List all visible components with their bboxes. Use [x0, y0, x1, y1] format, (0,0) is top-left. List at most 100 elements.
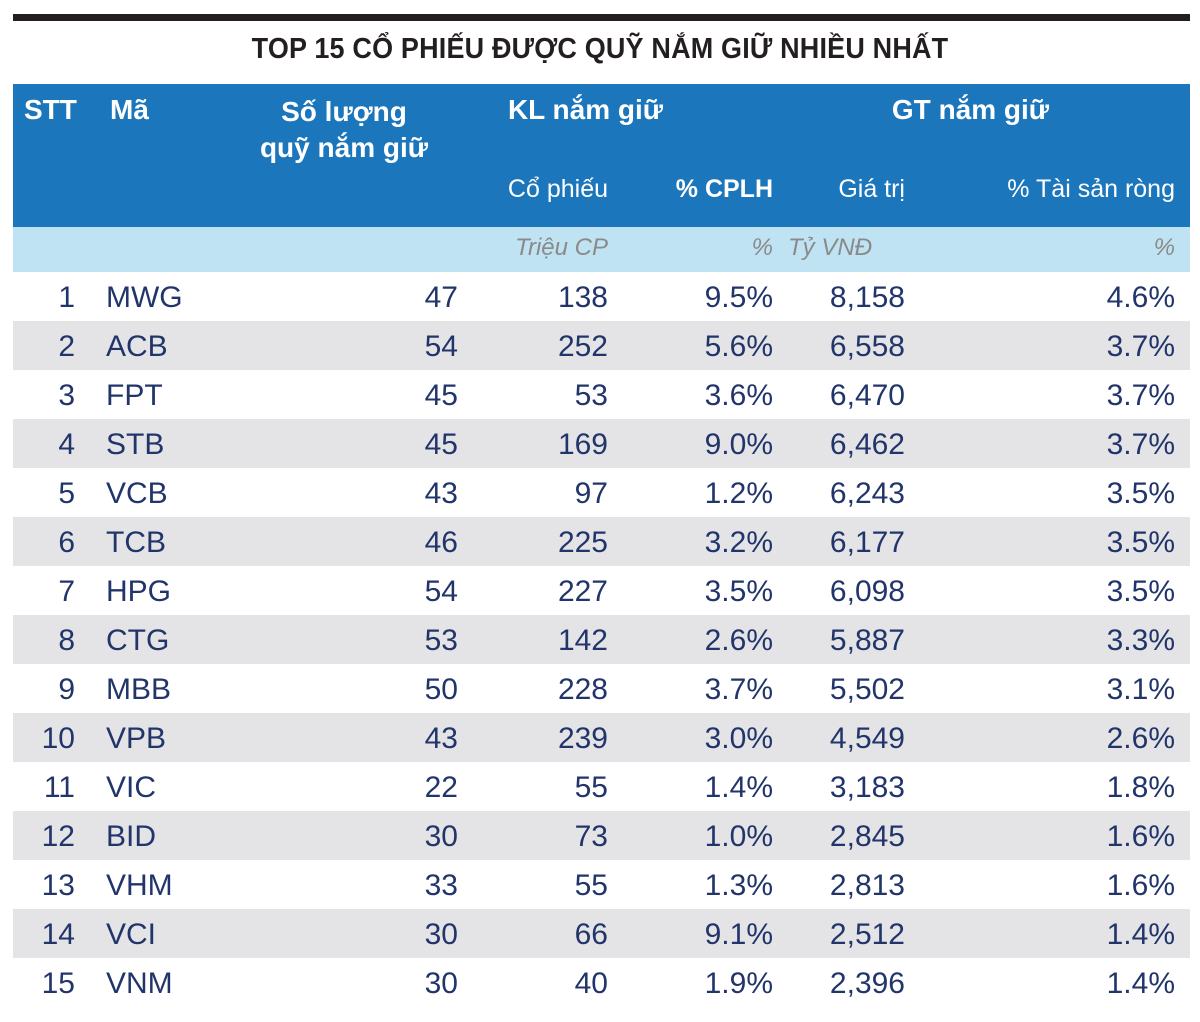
cell-pct-cplh: 9.0% — [704, 428, 773, 461]
cell-ma: HPG — [106, 575, 172, 608]
cell-gia-tri: 6,558 — [829, 330, 905, 363]
table-row[interactable]: 11 VIC 22 55 1.4% 3,183 1.8% — [13, 762, 1190, 811]
cell-so-luong-quy: 50 — [424, 673, 458, 706]
cell-so-luong-quy: 45 — [424, 428, 458, 461]
cell-pct-tai-san-rong: 1.6% — [1106, 869, 1175, 902]
page-title: TOP 15 CỔ PHIẾU ĐƯỢC QUỸ NẮM GIỮ NHIỀU N… — [251, 33, 949, 65]
cell-ma: STB — [106, 428, 165, 461]
cell-pct-cplh: 3.0% — [704, 722, 773, 755]
cell-ma: VCB — [106, 477, 168, 510]
cell-co-phieu: 73 — [574, 820, 608, 853]
cell-pct-cplh: 5.6% — [704, 330, 773, 363]
cell-pct-cplh: 3.5% — [704, 575, 773, 608]
cell-ma: VHM — [106, 869, 173, 902]
cell-co-phieu: 169 — [557, 428, 608, 461]
column-header-pct-tai-san-rong: % Tài sản ròng — [1007, 175, 1175, 203]
unit-co-phieu: Triệu CP — [515, 234, 608, 261]
column-header-so-luong-quy-nam-giu: Số lượng quỹ nắm giữ — [239, 94, 449, 166]
table-row[interactable]: 2 ACB 54 252 5.6% 6,558 3.7% — [13, 321, 1190, 370]
cell-pct-cplh: 3.6% — [704, 379, 773, 412]
table-row[interactable]: 14 VCI 30 66 9.1% 2,512 1.4% — [13, 909, 1190, 958]
column-header-pct-cplh: % CPLH — [675, 175, 773, 203]
cell-co-phieu: 53 — [574, 379, 608, 412]
unit-pct-tai-san-rong: % — [1153, 234, 1175, 261]
cell-stt: 11 — [43, 771, 75, 804]
cell-so-luong-quy: 53 — [424, 624, 458, 657]
unit-gia-tri: Tỷ VNĐ — [788, 234, 872, 261]
table-row[interactable]: 10 VPB 43 239 3.0% 4,549 2.6% — [13, 713, 1190, 762]
cell-pct-tai-san-rong: 4.6% — [1106, 281, 1175, 314]
cell-so-luong-quy: 54 — [424, 330, 458, 363]
cell-pct-tai-san-rong: 2.6% — [1106, 722, 1175, 755]
table-row[interactable]: 15 VNM 30 40 1.9% 2,396 1.4% — [13, 958, 1190, 1007]
table-row[interactable]: 8 CTG 53 142 2.6% 5,887 3.3% — [13, 615, 1190, 664]
cell-so-luong-quy: 30 — [424, 967, 458, 1000]
cell-gia-tri: 3,183 — [829, 771, 905, 804]
cell-stt: 1 — [58, 281, 75, 314]
cell-ma: MWG — [106, 281, 183, 314]
cell-co-phieu: 66 — [574, 918, 608, 951]
table-row[interactable]: 4 STB 45 169 9.0% 6,462 3.7% — [13, 419, 1190, 468]
cell-pct-tai-san-rong: 3.5% — [1106, 526, 1175, 559]
cell-so-luong-quy: 43 — [424, 722, 458, 755]
cell-co-phieu: 252 — [557, 330, 608, 363]
cell-stt: 14 — [41, 918, 75, 951]
cell-co-phieu: 227 — [557, 575, 608, 608]
cell-gia-tri: 8,158 — [829, 281, 905, 314]
cell-so-luong-quy: 33 — [424, 869, 458, 902]
cell-ma: VCI — [106, 918, 157, 951]
cell-ma: TCB — [106, 526, 166, 559]
cell-pct-cplh: 1.3% — [704, 869, 773, 902]
cell-pct-tai-san-rong: 3.1% — [1106, 673, 1175, 706]
table-row[interactable]: 3 FPT 45 53 3.6% 6,470 3.7% — [13, 370, 1190, 419]
cell-stt: 8 — [58, 624, 75, 657]
cell-pct-tai-san-rong: 3.3% — [1106, 624, 1175, 657]
cell-pct-cplh: 9.5% — [704, 281, 773, 314]
table-body: 1 MWG 47 138 9.5% 8,158 4.6% 2 ACB 54 252 5.6% 6,558… — [13, 272, 1190, 1007]
cell-pct-cplh: 3.2% — [704, 526, 773, 559]
cell-gia-tri: 6,177 — [829, 526, 905, 559]
cell-stt: 5 — [58, 477, 75, 510]
column-header-so-luong-line1: Số lượng — [281, 96, 407, 127]
cell-co-phieu: 239 — [557, 722, 608, 755]
table-units-row: Triệu CP % Tỷ VNĐ % — [13, 227, 1190, 272]
cell-so-luong-quy: 47 — [424, 281, 458, 314]
column-header-co-phieu: Cổ phiếu — [507, 175, 608, 203]
table-row[interactable]: 5 VCB 43 97 1.2% 6,243 3.5% — [13, 468, 1190, 517]
cell-gia-tri: 2,813 — [829, 869, 905, 902]
cell-stt: 9 — [58, 673, 75, 706]
cell-stt: 12 — [41, 820, 75, 853]
cell-stt: 10 — [41, 722, 75, 755]
top-divider-rule — [13, 14, 1190, 21]
table-row[interactable]: 6 TCB 46 225 3.2% 6,177 3.5% — [13, 517, 1190, 566]
cell-pct-tai-san-rong: 3.7% — [1106, 330, 1175, 363]
cell-so-luong-quy: 22 — [424, 771, 458, 804]
cell-stt: 7 — [58, 575, 75, 608]
cell-co-phieu: 55 — [574, 771, 608, 804]
table-row[interactable]: 12 BID 30 73 1.0% 2,845 1.6% — [13, 811, 1190, 860]
cell-gia-tri: 4,549 — [829, 722, 905, 755]
cell-co-phieu: 228 — [557, 673, 608, 706]
cell-gia-tri: 5,887 — [829, 624, 905, 657]
cell-pct-cplh: 1.4% — [704, 771, 773, 804]
cell-pct-cplh: 1.2% — [704, 477, 773, 510]
table-header: STT Mã Số lượng quỹ nắm giữ KL nắm giữ G… — [13, 84, 1190, 227]
cell-co-phieu: 40 — [574, 967, 608, 1000]
cell-gia-tri: 6,243 — [829, 477, 905, 510]
table-row[interactable]: 9 MBB 50 228 3.7% 5,502 3.1% — [13, 664, 1190, 713]
cell-gia-tri: 6,470 — [829, 379, 905, 412]
cell-co-phieu: 142 — [557, 624, 608, 657]
cell-stt: 6 — [58, 526, 75, 559]
cell-gia-tri: 2,396 — [829, 967, 905, 1000]
cell-pct-tai-san-rong: 3.7% — [1106, 379, 1175, 412]
cell-stt: 2 — [58, 330, 75, 363]
table-row[interactable]: 13 VHM 33 55 1.3% 2,813 1.6% — [13, 860, 1190, 909]
table-row[interactable]: 1 MWG 47 138 9.5% 8,158 4.6% — [13, 272, 1190, 321]
cell-pct-tai-san-rong: 1.6% — [1106, 820, 1175, 853]
cell-pct-tai-san-rong: 3.5% — [1106, 477, 1175, 510]
column-header-stt: STT — [24, 94, 77, 125]
cell-gia-tri: 6,462 — [829, 428, 905, 461]
table-row[interactable]: 7 HPG 54 227 3.5% 6,098 3.5% — [13, 566, 1190, 615]
cell-ma: VIC — [106, 771, 157, 804]
